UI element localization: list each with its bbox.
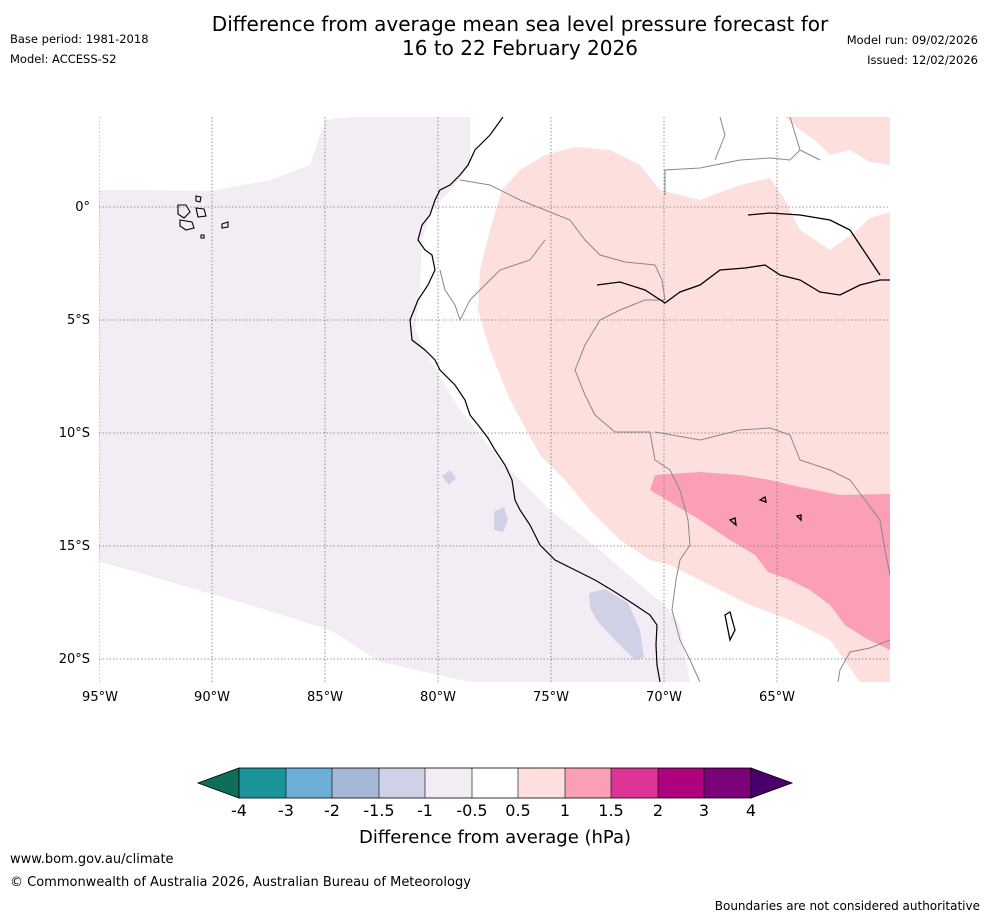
colorbar-tick: 4	[746, 801, 756, 820]
lon-label: 90°W	[194, 690, 230, 705]
colorbar: -4 -3 -2 -1.5 -1 -0.5 0.5 1 1.5 2 3 4 Di…	[196, 767, 794, 848]
title-line-2: 16 to 22 February 2026	[402, 36, 638, 60]
lon-label: 80°W	[420, 690, 456, 705]
colorbar-bin	[379, 768, 425, 798]
colorbar-tick: 0.5	[505, 801, 530, 820]
model-name: Model: ACCESS-S2	[10, 52, 117, 66]
footer-note: Boundaries are not considered authoritat…	[714, 899, 980, 913]
longitude-labels: 95°W 90°W 85°W 80°W 75°W 70°W 65°W	[82, 690, 795, 705]
lat-label: 10°S	[59, 426, 90, 441]
lon-label: 70°W	[646, 690, 682, 705]
colorbar-outline	[238, 767, 752, 799]
lon-label: 65°W	[759, 690, 795, 705]
colorbar-bin	[239, 768, 286, 798]
contour-lavender-ocean	[99, 117, 690, 682]
contour-patch-1	[442, 470, 456, 485]
latitude-labels: 0° 5°S 10°S 15°S 20°S	[59, 200, 90, 667]
contour-patch-2	[494, 507, 508, 532]
colorbar-tick: -1.5	[363, 801, 394, 820]
colorbar-tick: 2	[653, 801, 663, 820]
map-frame	[99, 117, 890, 682]
colorbar-ticks: -4 -3 -2 -1.5 -1 -0.5 0.5 1 1.5 2 3 4	[231, 801, 756, 820]
footer-url[interactable]: www.bom.gov.au/climate	[10, 852, 174, 867]
map-title: Difference from average mean sea level p…	[0, 12, 988, 60]
colorbar-bin	[565, 768, 611, 798]
country-borders	[439, 117, 890, 682]
colorbar-bin	[332, 768, 379, 798]
colorbar-bin	[472, 768, 518, 798]
galapagos-islands	[177, 195, 229, 239]
colorbar-tick: -4	[231, 801, 247, 820]
colorbar-tick: 3	[699, 801, 709, 820]
footer-copyright: © Commonwealth of Australia 2026, Austra…	[10, 875, 471, 890]
colorbar-min-arrow	[196, 767, 240, 799]
colorbar-bin	[611, 768, 658, 798]
meta-left: Base period: 1981-2018 Model: ACCESS-S2	[10, 32, 149, 72]
contour-patch-3	[589, 589, 644, 660]
title-line-1: Difference from average mean sea level p…	[211, 12, 829, 36]
colorbar-dividers	[285, 768, 705, 798]
colorbar-tick: 1.5	[598, 801, 623, 820]
coastline	[409, 117, 661, 682]
lon-label: 75°W	[533, 690, 569, 705]
lat-label: 5°S	[67, 313, 90, 328]
colorbar-tick: -2	[324, 801, 340, 820]
colorbar-max-arrow	[750, 767, 794, 799]
meta-right: Model run: 09/02/2026 Issued: 12/02/2026	[847, 33, 978, 73]
colorbar-title: Difference from average (hPa)	[359, 827, 631, 848]
colorbar-bin	[518, 768, 565, 798]
rivers	[596, 212, 890, 642]
colorbar-bin	[658, 768, 704, 798]
model-run: Model run: 09/02/2026	[846, 33, 978, 47]
contour-salmon-northeast	[785, 117, 890, 165]
colorbar-bin	[286, 768, 332, 798]
colorbar-tick: 1	[560, 801, 570, 820]
lon-label: 95°W	[82, 690, 118, 705]
gridlines	[99, 117, 890, 682]
lat-label: 20°S	[59, 652, 90, 667]
colorbar-tick: -0.5	[456, 801, 487, 820]
colorbar-tick: -3	[278, 801, 294, 820]
lat-label: 15°S	[59, 539, 90, 554]
issued-date: Issued: 12/02/2026	[867, 53, 978, 67]
lat-label: 0°	[75, 200, 90, 215]
colorbar-bin	[704, 768, 751, 798]
base-period: Base period: 1981-2018	[10, 32, 149, 46]
colorbar-bin	[425, 768, 472, 798]
lon-label: 85°W	[307, 690, 343, 705]
colorbar-tick: -1	[417, 801, 433, 820]
contour-pink	[650, 472, 890, 650]
